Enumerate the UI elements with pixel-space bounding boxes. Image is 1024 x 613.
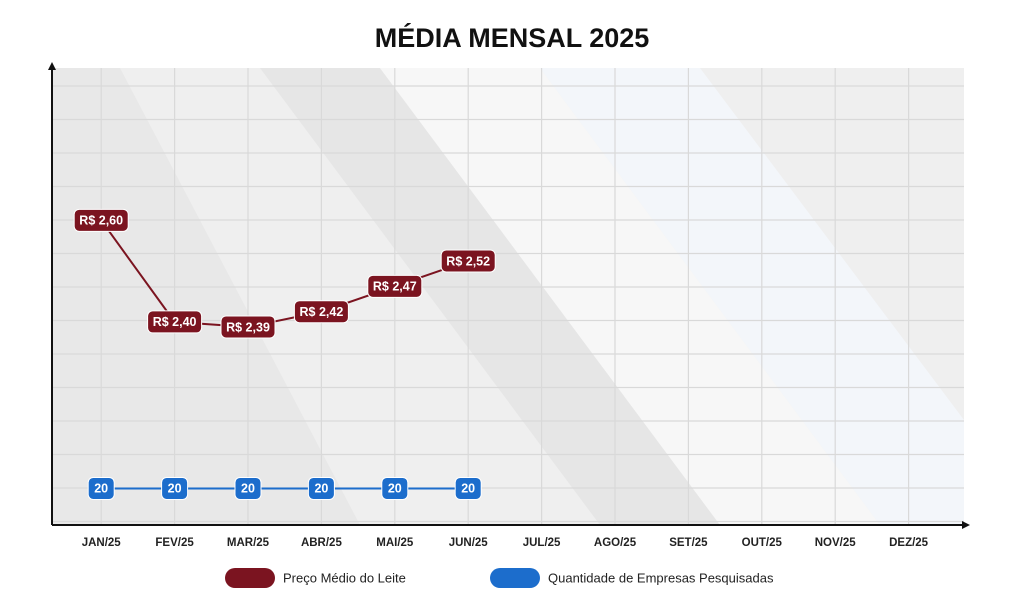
data-label: R$ 2,39 xyxy=(226,320,270,334)
axis-arrow xyxy=(48,62,56,70)
data-point xyxy=(220,315,276,339)
data-point xyxy=(87,476,115,500)
x-tick-label: JAN/25 xyxy=(82,537,122,549)
data-label: 20 xyxy=(461,482,475,496)
data-label: R$ 2,60 xyxy=(79,214,123,228)
x-tick-label: NOV/25 xyxy=(815,537,857,549)
grid xyxy=(52,68,964,525)
data-point xyxy=(367,274,423,298)
x-tick-label: MAI/25 xyxy=(376,537,414,549)
x-tick-label: MAR/25 xyxy=(227,537,270,549)
data-label: 20 xyxy=(388,482,402,496)
legend-swatch xyxy=(490,568,540,588)
data-label: R$ 2,47 xyxy=(373,280,417,294)
data-point xyxy=(161,476,189,500)
data-point xyxy=(147,310,203,334)
x-tick-label: FEV/25 xyxy=(155,537,194,549)
data-label: 20 xyxy=(168,482,182,496)
background-band xyxy=(540,68,964,525)
data-label: 20 xyxy=(241,482,255,496)
data-label: R$ 2,42 xyxy=(300,305,344,319)
data-label: R$ 2,52 xyxy=(446,254,490,268)
legend-swatch xyxy=(225,568,275,588)
background-band xyxy=(380,68,880,525)
legend-label: Preço Médio do Leite xyxy=(283,570,406,585)
x-tick-label: OUT/25 xyxy=(742,537,783,549)
x-tick-label: SET/25 xyxy=(669,537,708,549)
data-point xyxy=(440,249,496,273)
axis-arrow xyxy=(962,521,970,529)
background-band xyxy=(52,68,360,525)
data-label: 20 xyxy=(94,482,108,496)
x-tick-label: DEZ/25 xyxy=(889,537,929,549)
data-point xyxy=(234,476,262,500)
x-tick-label: JUL/25 xyxy=(523,537,561,549)
data-point xyxy=(307,476,335,500)
x-tick-label: JUN/25 xyxy=(449,537,489,549)
chart-title: MÉDIA MENSAL 2025 xyxy=(375,22,650,53)
x-tick-label: AGO/25 xyxy=(594,537,637,549)
data-point xyxy=(381,476,409,500)
data-point xyxy=(293,300,349,324)
legend-label: Quantidade de Empresas Pesquisadas xyxy=(548,570,774,585)
background-band xyxy=(260,68,720,525)
data-point xyxy=(454,476,482,500)
x-tick-label: ABR/25 xyxy=(301,537,343,549)
data-label: R$ 2,40 xyxy=(153,315,197,329)
data-label: 20 xyxy=(314,482,328,496)
data-point xyxy=(73,208,129,232)
